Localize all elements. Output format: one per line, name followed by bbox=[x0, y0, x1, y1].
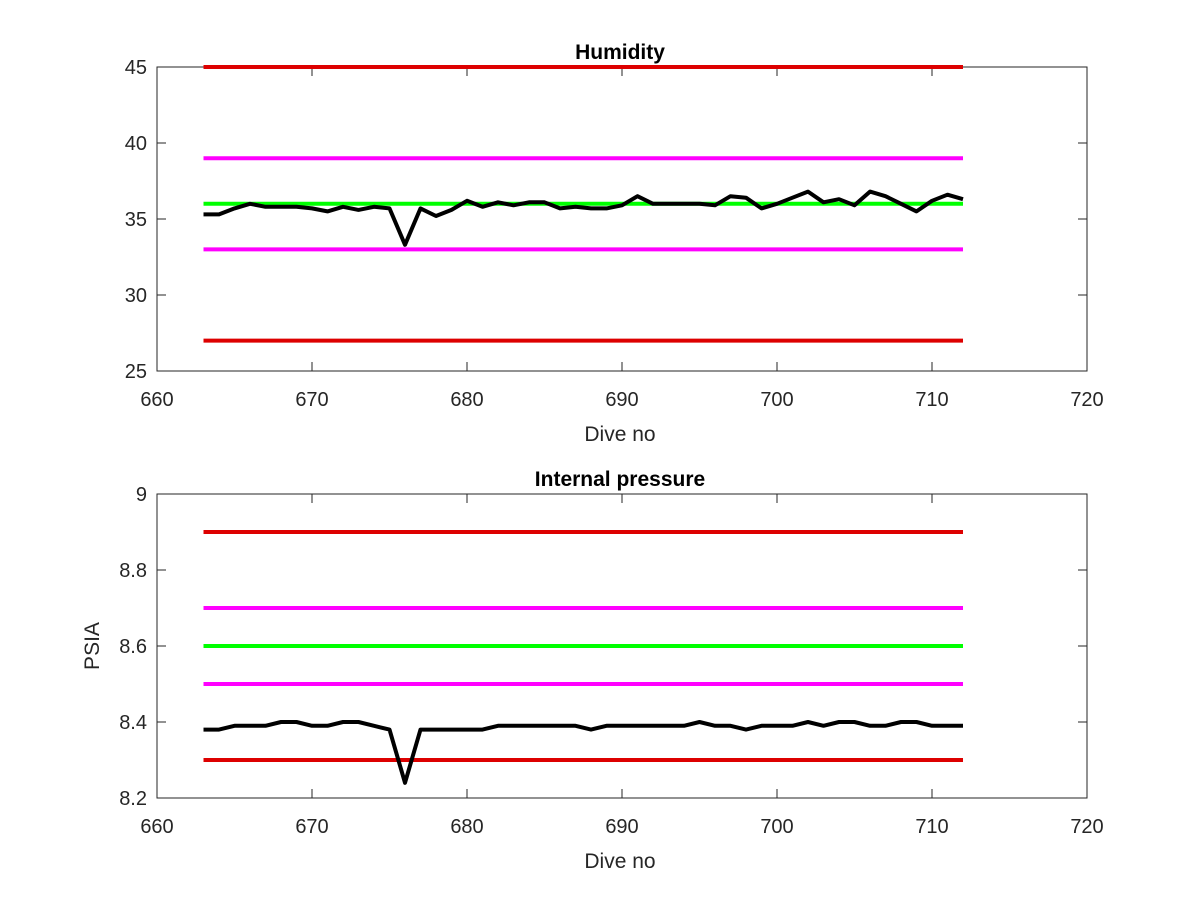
x-tick-label: 710 bbox=[915, 389, 948, 411]
y-tick-label: 30 bbox=[125, 285, 147, 307]
x-tick-label: 680 bbox=[450, 389, 483, 411]
x-tick-label: 710 bbox=[915, 816, 948, 838]
x-tick-label: 660 bbox=[140, 816, 173, 838]
x-axis-label: Dive no bbox=[584, 850, 655, 873]
x-tick-label: 670 bbox=[295, 816, 328, 838]
chart-title: Internal pressure bbox=[535, 468, 705, 491]
data-series-line bbox=[203, 720, 963, 785]
chart-title: Humidity bbox=[575, 41, 665, 64]
x-tick-label: 690 bbox=[605, 389, 638, 411]
y-tick-label: 8.4 bbox=[119, 712, 147, 734]
plot-area bbox=[156, 66, 1088, 372]
y-tick-label: 8.2 bbox=[119, 788, 147, 810]
x-tick-label: 690 bbox=[605, 816, 638, 838]
y-tick-label: 8.6 bbox=[119, 636, 147, 658]
y-tick-label: 9 bbox=[136, 484, 147, 506]
x-tick-label: 700 bbox=[760, 389, 793, 411]
y-tick-label: 25 bbox=[125, 361, 147, 383]
y-tick-label: 8.8 bbox=[119, 560, 147, 582]
x-tick-label: 720 bbox=[1070, 389, 1103, 411]
x-axis-label: Dive no bbox=[584, 423, 655, 446]
subplot-1: 660 670 680 690 700 710 720 8.2 8.4 8.6 8.8 9 Intern… bbox=[81, 468, 1104, 873]
x-tick-label: 670 bbox=[295, 389, 328, 411]
y-tick-label: 40 bbox=[125, 133, 147, 155]
x-tick-label: 680 bbox=[450, 816, 483, 838]
y-axis-label: PSIA bbox=[81, 622, 104, 670]
subplot-0: 660 670 680 690 700 710 720 25 30 35 40 45 Humidity D… bbox=[125, 41, 1104, 446]
x-tick-label: 700 bbox=[760, 816, 793, 838]
y-tick-label: 45 bbox=[125, 57, 147, 79]
x-tick-label: 720 bbox=[1070, 816, 1103, 838]
x-tick-label: 660 bbox=[140, 389, 173, 411]
y-tick-label: 35 bbox=[125, 209, 147, 231]
data-series-line bbox=[203, 189, 964, 247]
